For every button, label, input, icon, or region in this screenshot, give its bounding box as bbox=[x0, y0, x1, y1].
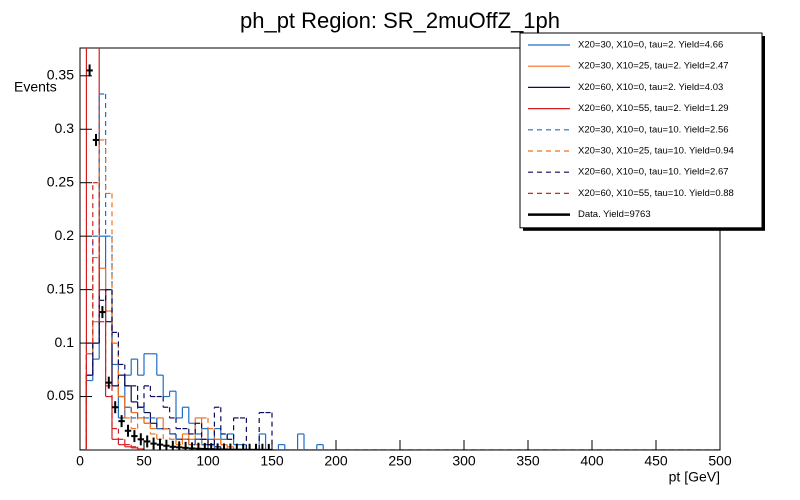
x-tick-label: 100 bbox=[196, 453, 220, 469]
y-tick-label: 0.25 bbox=[47, 173, 74, 189]
histogram-riser bbox=[85, 48, 145, 450]
x-tick-label: 300 bbox=[452, 453, 476, 469]
y-tick-label: 0.3 bbox=[55, 120, 75, 136]
x-tick-label: 350 bbox=[516, 453, 540, 469]
chart-title: ph_pt Region: SR_2muOffZ_1ph bbox=[240, 8, 560, 33]
legend-label: X20=60, X10=0, tau=2. Yield=4.03 bbox=[578, 82, 723, 93]
y-tick-label: 0.05 bbox=[47, 387, 74, 403]
y-tick-label: 0.1 bbox=[55, 334, 75, 350]
legend-label: X20=60, X10=55, tau=10. Yield=0.88 bbox=[578, 188, 734, 199]
histogram-riser bbox=[85, 182, 139, 450]
x-axis-title: pt [GeV] bbox=[669, 469, 720, 485]
x-tick-label: 450 bbox=[644, 453, 668, 469]
y-tick-label: 0.15 bbox=[47, 280, 74, 296]
legend-box bbox=[519, 32, 763, 229]
legend: X20=30, X10=0, tau=2. Yield=4.66 X20=30, … bbox=[519, 32, 765, 231]
axes: 0 50 100 150 200 250 300 350 400 450 500 0.05 0.1 0.1… bbox=[47, 67, 732, 469]
legend-label: X20=60, X10=0, tau=10. Yield=2.67 bbox=[578, 167, 729, 178]
x-tick-label: 200 bbox=[324, 453, 348, 469]
x-tick-label: 400 bbox=[580, 453, 604, 469]
x-tick-label: 150 bbox=[260, 453, 284, 469]
legend-label: X20=30, X10=0, tau=2. Yield=4.66 bbox=[578, 40, 723, 51]
histogram-riser bbox=[85, 139, 228, 450]
x-tick-label: 0 bbox=[76, 453, 84, 469]
plot-area bbox=[80, 48, 720, 450]
legend-label: X20=30, X10=25, tau=2. Yield=2.47 bbox=[578, 61, 729, 72]
legend-label: X20=30, X10=25, tau=10. Yield=0.94 bbox=[578, 146, 734, 157]
legend-label: X20=60, X10=55, tau=2. Yield=1.29 bbox=[578, 103, 729, 114]
legend-label: Data. Yield=9763 bbox=[578, 209, 651, 220]
x-tick-label: 250 bbox=[388, 453, 412, 469]
legend-label: X20=30, X10=0, tau=10. Yield=2.56 bbox=[578, 124, 729, 135]
y-tick-label: 0.35 bbox=[47, 67, 74, 83]
histogram-riser bbox=[85, 268, 235, 450]
x-tick-label: 500 bbox=[708, 453, 732, 469]
y-axis-title: Events bbox=[14, 79, 57, 95]
x-tick-label: 50 bbox=[136, 453, 152, 469]
y-tick-label: 0.2 bbox=[55, 227, 75, 243]
histogram-riser bbox=[85, 289, 273, 450]
histogram-riser bbox=[85, 289, 222, 450]
